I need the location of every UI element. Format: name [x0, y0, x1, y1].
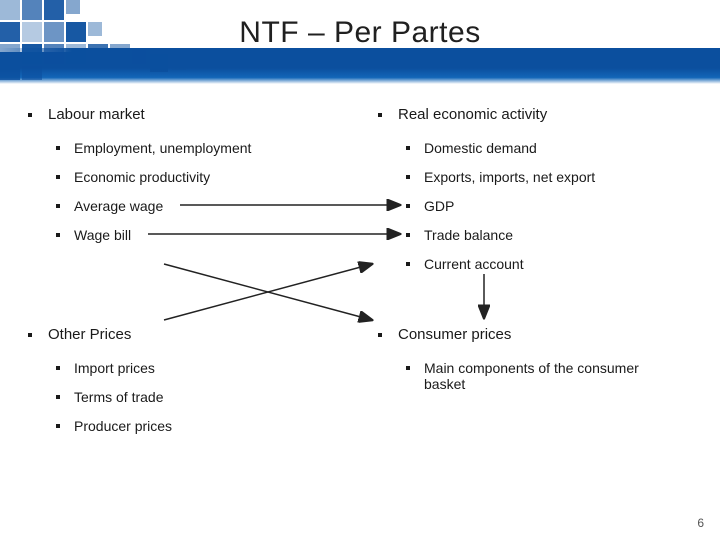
- bullet-icon: [56, 146, 60, 150]
- bullet-icon: [28, 113, 32, 117]
- bullet-icon: [56, 175, 60, 179]
- item-domestic-demand: Domestic demand: [424, 140, 537, 156]
- item-text: GDP: [424, 198, 454, 214]
- heading-text: Real economic activity: [398, 106, 547, 123]
- heading-real-activity: Real economic activity: [398, 106, 547, 123]
- heading-labour-market: Labour market: [48, 106, 145, 123]
- heading-consumer-prices: Consumer prices: [398, 326, 511, 343]
- bullet-icon: [378, 333, 382, 337]
- item-text: Trade balance: [424, 227, 513, 243]
- item-text: Exports, imports, net export: [424, 169, 595, 185]
- item-text: Import prices: [74, 360, 155, 376]
- bullet-icon: [56, 204, 60, 208]
- item-text: Economic productivity: [74, 169, 210, 185]
- bullet-icon: [378, 113, 382, 117]
- item-gdp: GDP: [424, 198, 454, 214]
- item-text: Producer prices: [74, 418, 172, 434]
- item-import-prices: Import prices: [74, 360, 155, 376]
- item-terms-trade: Terms of trade: [74, 389, 163, 405]
- item-consumer-basket: Main components of the consumer basket: [424, 360, 654, 392]
- item-text: Domestic demand: [424, 140, 537, 156]
- arrow-cross-1: [164, 264, 372, 320]
- bullet-icon: [406, 146, 410, 150]
- item-text: Main components of the consumer basket: [424, 360, 639, 392]
- item-exports-imports: Exports, imports, net export: [424, 169, 595, 185]
- item-employment: Employment, unemployment: [74, 140, 251, 156]
- item-wage-bill: Wage bill: [74, 227, 131, 243]
- item-text: Wage bill: [74, 227, 131, 243]
- bullet-icon: [56, 395, 60, 399]
- item-text: Employment, unemployment: [74, 140, 251, 156]
- item-econ-productivity: Economic productivity: [74, 169, 210, 185]
- page-number: 6: [697, 516, 704, 530]
- heading-text: Consumer prices: [398, 326, 511, 343]
- item-current-account: Current account: [424, 256, 524, 272]
- item-text: Terms of trade: [74, 389, 163, 405]
- bullet-icon: [406, 233, 410, 237]
- bullet-icon: [56, 233, 60, 237]
- arrows-layer: [0, 100, 720, 520]
- slide-title: NTF – Per Partes: [0, 16, 720, 50]
- heading-text: Other Prices: [48, 326, 131, 343]
- header: NTF – Per Partes: [0, 0, 720, 90]
- item-producer-prices: Producer prices: [74, 418, 172, 434]
- slide: NTF – Per Partes Labour market Employmen…: [0, 0, 720, 540]
- bullet-icon: [56, 366, 60, 370]
- bullet-icon: [406, 204, 410, 208]
- heading-text: Labour market: [48, 106, 145, 123]
- item-text: Average wage: [74, 198, 163, 214]
- heading-other-prices: Other Prices: [48, 326, 131, 343]
- bullet-icon: [406, 366, 410, 370]
- bullet-icon: [28, 333, 32, 337]
- bullet-icon: [406, 175, 410, 179]
- bullet-icon: [56, 424, 60, 428]
- arrow-cross-2: [164, 264, 372, 320]
- item-trade-balance: Trade balance: [424, 227, 513, 243]
- item-average-wage: Average wage: [74, 198, 163, 214]
- item-text: Current account: [424, 256, 524, 272]
- bullet-icon: [406, 262, 410, 266]
